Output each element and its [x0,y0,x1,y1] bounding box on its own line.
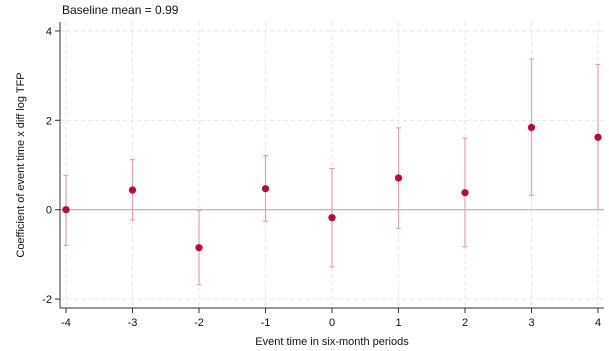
coefficient-point [195,244,203,252]
y-tick-label: -2 [42,294,52,306]
coefficient-point [394,174,403,182]
y-tick-label: 4 [46,26,52,38]
coefficient-point [594,133,602,141]
coefficient-point [527,123,536,132]
coefficient-point [128,186,137,194]
x-tick-label: -3 [128,317,138,329]
x-tick-label: -4 [61,317,71,329]
chart-title: Baseline mean = 0.99 [62,3,179,17]
coefficient-point [261,185,270,193]
coefficient-points [62,123,602,252]
coefficient-point [62,206,70,214]
x-tick-label: 1 [395,317,401,329]
y-axis-title: Coefficient of event time x diff log TFP [15,72,27,257]
x-tick-label: -1 [261,317,271,329]
x-tick-label: 3 [528,317,534,329]
x-tick-label: 2 [462,317,468,329]
x-axis-ticks: -4 -3 -2 -1 0 1 2 3 4 [61,308,601,329]
coefficient-point [328,214,336,222]
y-tick-label: 2 [46,115,52,127]
y-axis-ticks: -2 0 2 4 [42,26,60,306]
x-tick-label: -2 [194,317,204,329]
x-axis-title: Event time in six-month periods [255,336,409,348]
x-tick-label: 0 [329,317,335,329]
y-tick-label: 0 [46,205,52,217]
coefficient-point [461,189,469,197]
x-tick-label: 4 [595,317,601,329]
